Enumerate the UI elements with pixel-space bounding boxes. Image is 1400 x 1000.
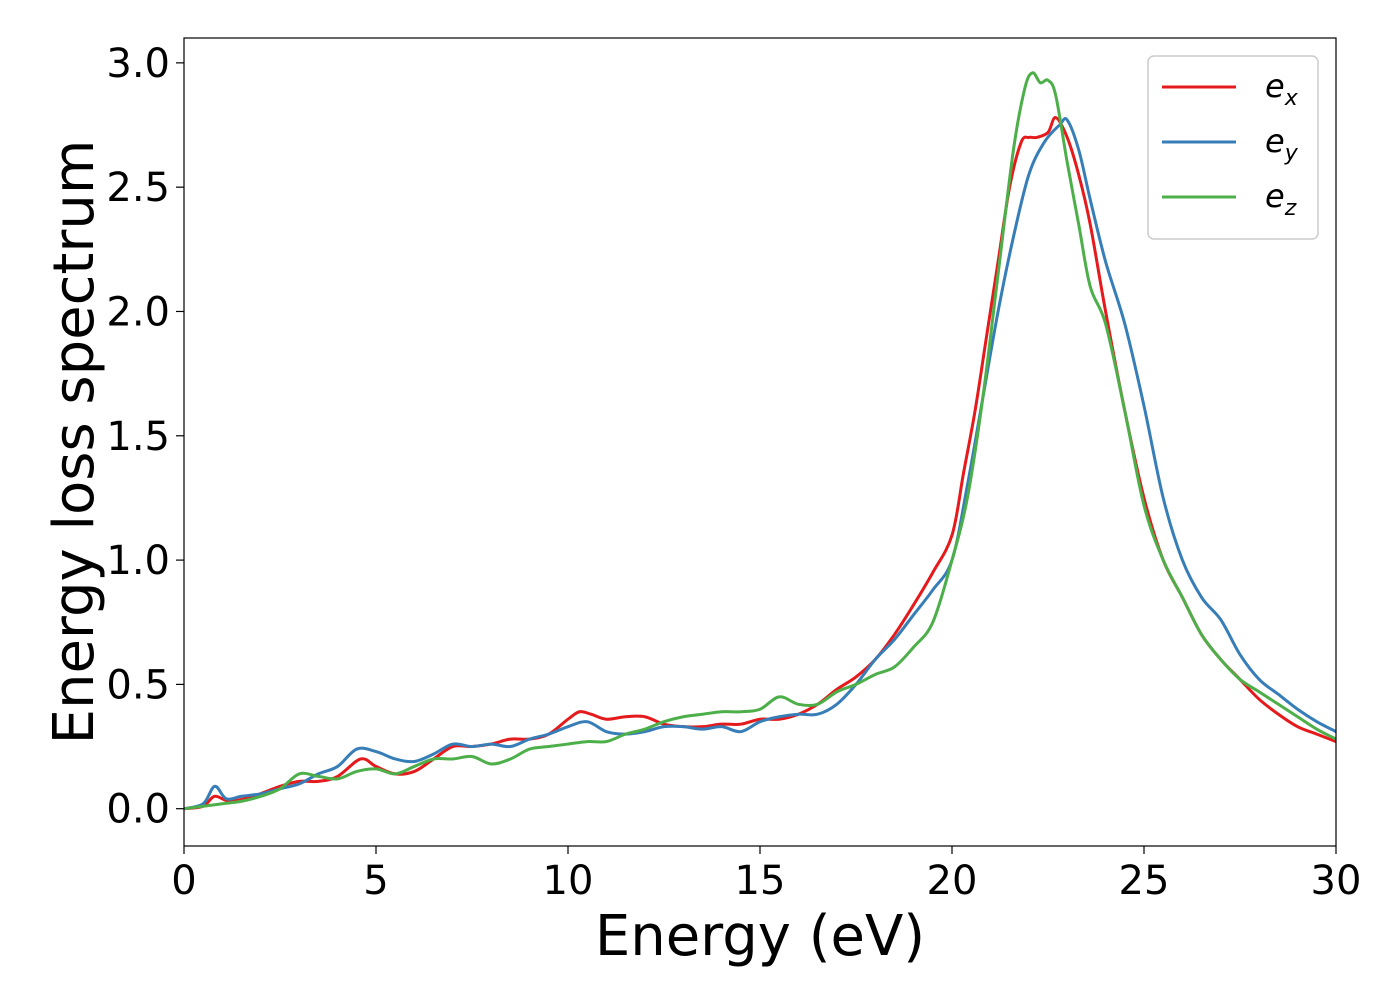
legend-label-z: ez: [1265, 177, 1297, 221]
y-tick-label: 0.0: [106, 787, 170, 833]
y-tick-label: 1.5: [106, 414, 170, 460]
legend-label-x: ex: [1265, 67, 1299, 111]
y-tick-label: 3.0: [106, 41, 170, 87]
y-axis-title: Energy loss spectrum: [42, 140, 107, 745]
x-tick-label: 25: [1119, 858, 1170, 904]
legend-label-y: ey: [1265, 122, 1299, 166]
x-axis-title: Energy (eV): [595, 904, 925, 969]
x-tick-label: 0: [171, 858, 196, 904]
legend-box: [1147, 55, 1319, 240]
y-tick-label: 0.5: [106, 662, 170, 708]
y-tick-label: 2.5: [106, 165, 170, 211]
y-tick-label: 1.0: [106, 538, 170, 584]
series-line-z: [184, 71, 1336, 811]
x-tick-label: 5: [363, 858, 388, 904]
x-tick-label: 30: [1311, 858, 1362, 904]
x-tick-label: 20: [927, 858, 978, 904]
x-tick-label: 10: [543, 858, 594, 904]
legend: ex ey ez: [1147, 55, 1319, 240]
x-tick-label: 15: [735, 858, 786, 904]
ticks-layer: 0 5 10 15 20 25 30 0.0 0.5 1.0 1.5 2.0 2.5 3.0: [106, 41, 1361, 904]
y-tick-label: 2.0: [106, 289, 170, 335]
series-layer: [184, 71, 1336, 811]
series-line-y: [184, 117, 1336, 811]
